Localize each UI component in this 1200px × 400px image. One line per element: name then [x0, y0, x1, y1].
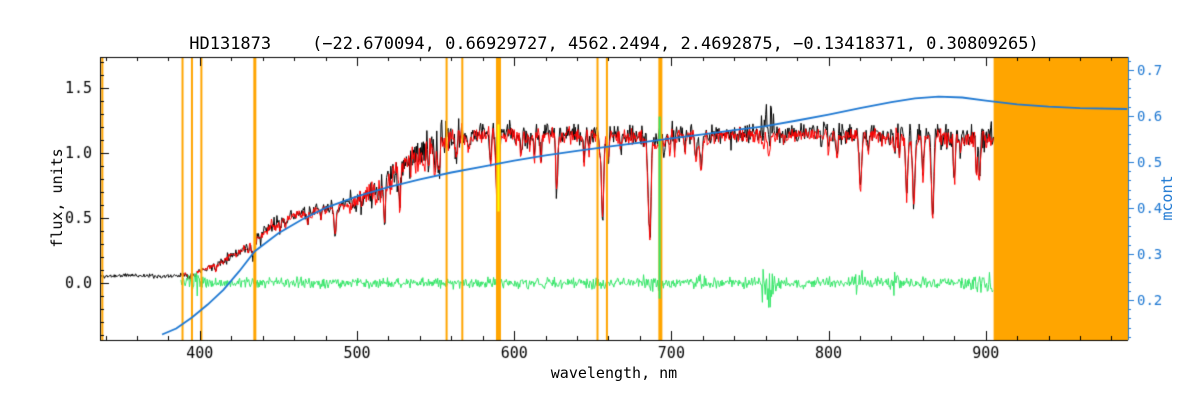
x-axis-label: wavelength, nm — [550, 364, 678, 382]
y-axis-label-right: mcont — [1158, 175, 1176, 221]
y-axis-label-left: flux, units — [48, 148, 66, 248]
chart-title: HD131873 (−22.670094, 0.66929727, 4562.2… — [189, 34, 1039, 54]
